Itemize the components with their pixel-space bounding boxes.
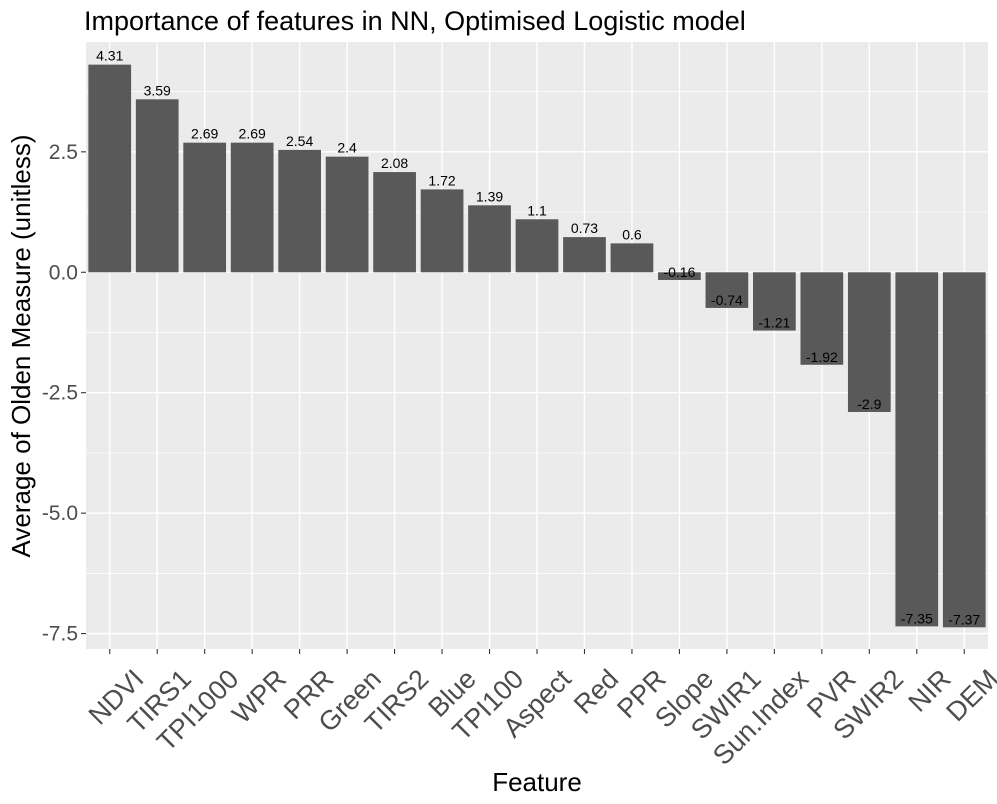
grid-major bbox=[86, 42, 988, 649]
bar-value-label: 1.1 bbox=[527, 202, 547, 218]
y-axis-title: Average of Olden Measure (unitless) bbox=[6, 135, 36, 558]
y-tick-label: -2.5 bbox=[42, 382, 78, 405]
bar-value-label: 2.69 bbox=[191, 126, 218, 142]
bar-tpi100 bbox=[468, 205, 511, 273]
bar-tirs1 bbox=[135, 99, 179, 273]
x-axis: NDVITIRS1TPI1000WPRPRRGreenTIRS2BlueTPI1… bbox=[83, 649, 997, 771]
bar-value-label: -7.35 bbox=[901, 610, 933, 626]
bar-aspect bbox=[515, 219, 559, 273]
bar-value-label: 2.54 bbox=[286, 133, 313, 149]
bar-value-label: 4.31 bbox=[96, 48, 123, 64]
bar-tirs2 bbox=[373, 172, 416, 273]
bar-value-label: -1.21 bbox=[758, 315, 790, 331]
bar-red bbox=[563, 237, 606, 273]
bar-value-label: -0.74 bbox=[711, 292, 743, 308]
bar-swir2 bbox=[847, 272, 891, 412]
bar-value-label: 0.73 bbox=[571, 220, 598, 236]
x-tick-label: Red bbox=[568, 664, 624, 720]
bar-pvr bbox=[800, 272, 844, 365]
bar-value-label: 3.59 bbox=[144, 82, 171, 98]
bar-prr bbox=[278, 149, 321, 273]
bar-sun-index bbox=[753, 272, 796, 331]
y-axis: 2.5 0.0 -2.5 -5.0 -7.5 bbox=[42, 141, 86, 646]
bar-tpi1000 bbox=[183, 142, 227, 273]
bar-value-label: 1.39 bbox=[476, 188, 503, 204]
y-tick-label: -7.5 bbox=[42, 623, 78, 646]
bar-blue bbox=[420, 189, 464, 273]
bar-wpr bbox=[230, 142, 274, 273]
x-tick-label: DEM bbox=[940, 664, 997, 728]
bar-value-label: -1.92 bbox=[806, 349, 838, 365]
chart-title: Importance of features in NN, Optimised … bbox=[84, 6, 746, 36]
bar-value-label: 0.6 bbox=[622, 226, 642, 242]
bar-value-label: -0.16 bbox=[663, 264, 695, 280]
bar-nir bbox=[895, 272, 939, 627]
bar-dem bbox=[942, 272, 986, 628]
bar-ppr bbox=[610, 243, 654, 273]
bar-slope bbox=[658, 272, 701, 280]
bar-value-label: 1.72 bbox=[428, 172, 455, 188]
bar-value-label: 2.69 bbox=[239, 126, 266, 142]
bar-value-label: -7.37 bbox=[948, 611, 980, 627]
bar-swir1 bbox=[705, 272, 749, 308]
bar-green bbox=[325, 156, 369, 273]
bar-value-label: -2.9 bbox=[857, 396, 881, 412]
bar-value-label: 2.4 bbox=[337, 140, 357, 156]
y-tick-label: 0.0 bbox=[49, 261, 78, 284]
bar-labels: 4.31 3.59 2.69 2.69 2.54 2.4 2.08 1.72 1.39 1.1 0.… bbox=[96, 48, 980, 628]
bar-value-label: 2.08 bbox=[381, 155, 408, 171]
x-tick-label: WPR bbox=[226, 664, 292, 730]
y-tick-label: -5.0 bbox=[42, 502, 78, 525]
bar-ndvi bbox=[88, 64, 132, 273]
y-tick-label: 2.5 bbox=[49, 141, 78, 164]
x-axis-title: Feature bbox=[492, 767, 582, 797]
bars bbox=[88, 64, 986, 628]
